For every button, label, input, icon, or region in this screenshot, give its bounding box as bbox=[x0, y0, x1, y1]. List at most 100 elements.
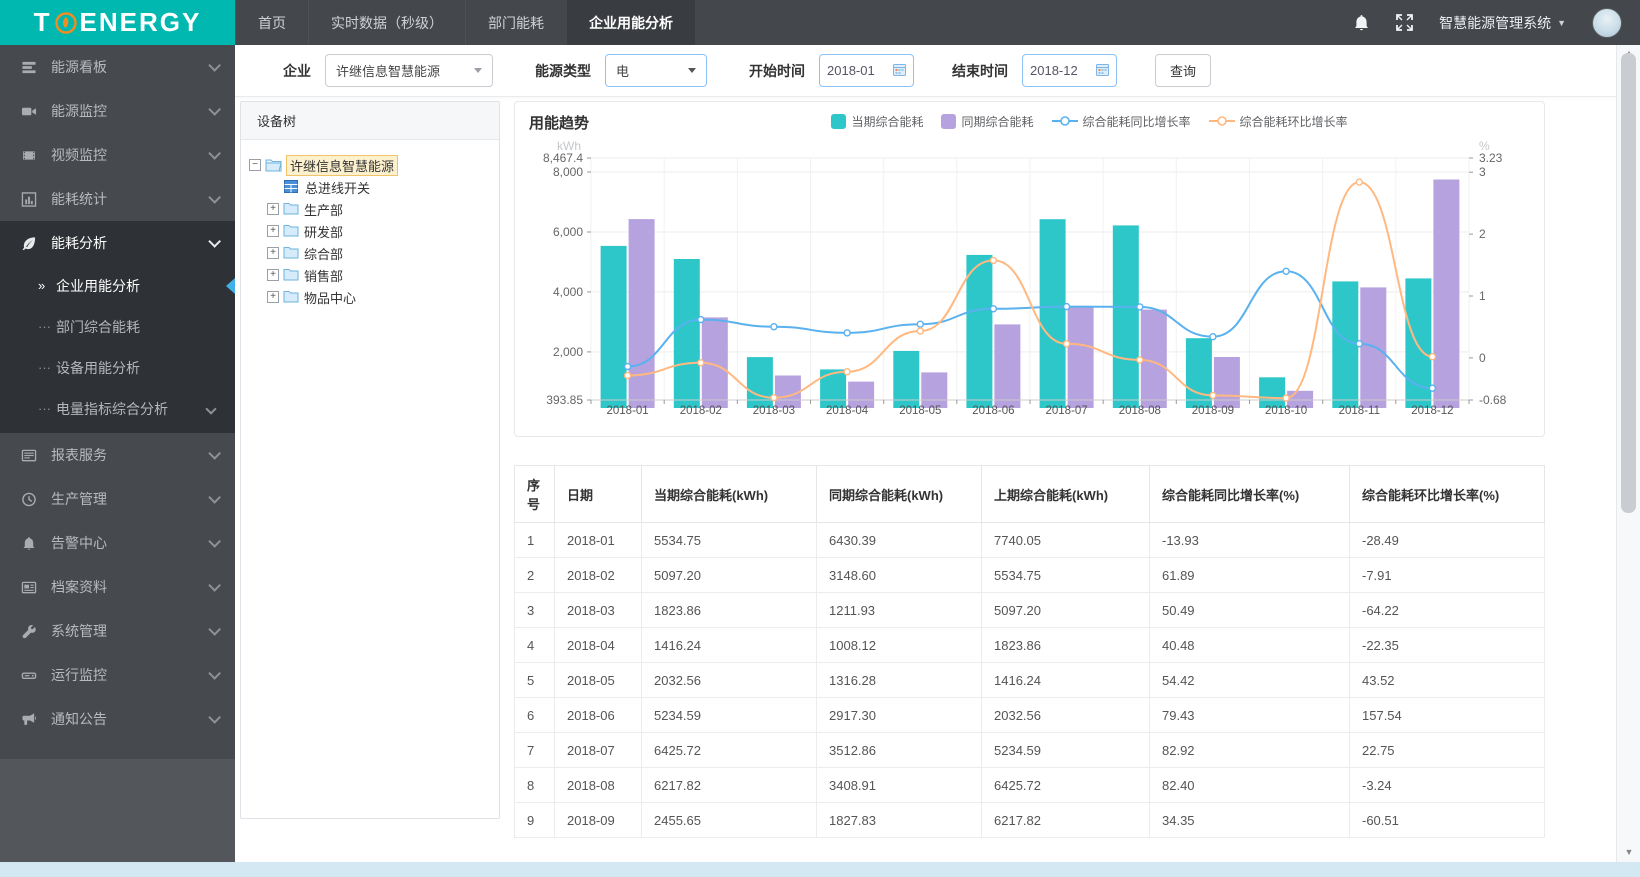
legend-item[interactable]: 综合能耗同比增长率 bbox=[1051, 113, 1191, 130]
sidebar-item[interactable]: 生产管理 bbox=[0, 477, 235, 521]
table-row[interactable]: 5 2018-05 2032.56 1316.28 1416.24 54.42 43.52 bbox=[514, 662, 1545, 698]
nav-item[interactable]: 实时数据（秒级） bbox=[308, 0, 465, 45]
svg-text:2018-10: 2018-10 bbox=[1265, 405, 1307, 417]
system-title-menu[interactable]: 智慧能源管理系统 ▼ bbox=[1439, 14, 1566, 31]
sidebar-item[interactable]: 能耗统计 bbox=[0, 177, 235, 221]
table-row[interactable]: 2 2018-02 5097.20 3148.60 5534.75 61.89 -7.91 bbox=[514, 557, 1545, 593]
company-select[interactable]: 许继信息智慧能源 bbox=[325, 54, 493, 87]
sidebar-item[interactable]: 能耗分析 bbox=[0, 221, 235, 265]
start-time-input[interactable]: 2018-01 bbox=[819, 54, 914, 87]
tree-node-root[interactable]: − 许继信息智慧能源 bbox=[249, 154, 491, 176]
sidebar-subitem-label: 设备用能分析 bbox=[56, 359, 140, 376]
collapse-icon[interactable]: − bbox=[249, 159, 261, 171]
sidebar-item[interactable]: 能源看板 bbox=[0, 45, 235, 89]
legend-line-marker bbox=[1051, 116, 1078, 126]
legend-label: 当期综合能耗 bbox=[851, 114, 924, 129]
tree-node-folder[interactable]: + 研发部 bbox=[267, 220, 491, 242]
legend-item[interactable]: 当期综合能耗 bbox=[831, 113, 923, 130]
table-cell: 6217.82 bbox=[641, 767, 817, 803]
tree-node-folder[interactable]: + 物品中心 bbox=[267, 286, 491, 308]
table-row[interactable]: 3 2018-03 1823.86 1211.93 5097.20 50.49 -64.22 bbox=[514, 592, 1545, 628]
sidebar-item[interactable]: 档案资料 bbox=[0, 565, 235, 609]
sidebar-subitem[interactable]: ··· 电量指标综合分析 bbox=[0, 388, 235, 429]
filter-bar: 企业 许继信息智慧能源 能源类型 电 开始时间 2018-01 结束时间 201… bbox=[235, 45, 1616, 97]
legend-label: 综合能耗同比增长率 bbox=[1082, 114, 1191, 129]
sidebar-subitem-label: 部门综合能耗 bbox=[56, 318, 140, 335]
tree-node-label[interactable]: 总进线开关 bbox=[305, 180, 371, 196]
tree-node-label[interactable]: 许继信息智慧能源 bbox=[286, 154, 399, 176]
bar-chart-icon bbox=[20, 191, 38, 207]
nav-item[interactable]: 部门能耗 bbox=[465, 0, 566, 45]
tree-node-folder[interactable]: + 综合部 bbox=[267, 242, 491, 264]
table-row[interactable]: 7 2018-07 6425.72 3512.86 5234.59 82.92 22.75 bbox=[514, 732, 1545, 768]
tree-node-label[interactable]: 综合部 bbox=[304, 246, 344, 262]
user-avatar[interactable] bbox=[1592, 7, 1622, 38]
fullscreen-icon[interactable] bbox=[1396, 14, 1413, 31]
table-row[interactable]: 1 2018-01 5534.75 6430.39 7740.05 -13.93 -28.4… bbox=[514, 522, 1545, 558]
table-row[interactable]: 4 2018-04 1416.24 1008.12 1823.86 40.48 -22.35 bbox=[514, 627, 1545, 663]
device-tree: − 许继信息智慧能源 总进线开关 + 生产部 + 研发部 + 综合部 + 销售部 + 物品中心 bbox=[241, 140, 499, 322]
energy-type-select[interactable]: 电 bbox=[605, 54, 707, 87]
tree-node-folder[interactable]: + 销售部 bbox=[267, 264, 491, 286]
tree-node-label[interactable]: 物品中心 bbox=[304, 290, 357, 306]
expand-icon[interactable]: + bbox=[267, 291, 279, 303]
calendar-icon bbox=[1096, 63, 1109, 79]
sidebar-item[interactable]: 运行监控 bbox=[0, 653, 235, 697]
table-cell: 2018-05 bbox=[554, 662, 642, 698]
sidebar-subitem[interactable]: » 企业用能分析 bbox=[0, 265, 235, 306]
table-cell: 3408.91 bbox=[816, 767, 982, 803]
sidebar-item[interactable]: 告警中心 bbox=[0, 521, 235, 565]
table-row[interactable]: 6 2018-06 5234.59 2917.30 2032.56 79.43 157.54 bbox=[514, 697, 1545, 733]
table-cell: 2032.56 bbox=[981, 697, 1150, 733]
sidebar-subitem[interactable]: ··· 部门综合能耗 bbox=[0, 306, 235, 347]
end-time-input[interactable]: 2018-12 bbox=[1022, 54, 1117, 87]
folder-icon bbox=[283, 224, 300, 238]
table-column-header: 综合能耗环比增长率(%) bbox=[1349, 465, 1545, 523]
sidebar-subitem-label: 企业用能分析 bbox=[56, 277, 140, 294]
table-cell: 5234.59 bbox=[641, 697, 817, 733]
expand-icon[interactable]: + bbox=[267, 247, 279, 259]
app-logo[interactable]: T ENERGY bbox=[0, 0, 235, 45]
table-cell: 2 bbox=[514, 557, 555, 593]
tree-node-label[interactable]: 销售部 bbox=[304, 268, 344, 284]
end-time-label: 结束时间 bbox=[952, 62, 1008, 79]
sidebar-item[interactable]: 能源监控 bbox=[0, 89, 235, 133]
query-button[interactable]: 查询 bbox=[1155, 54, 1212, 87]
scrollbar-thumb[interactable] bbox=[1621, 53, 1636, 513]
scroll-down-icon[interactable]: ▼ bbox=[1624, 847, 1634, 857]
expand-icon[interactable]: + bbox=[267, 269, 279, 281]
table-cell: 5097.20 bbox=[641, 557, 817, 593]
sidebar-subitem[interactable]: ··· 设备用能分析 bbox=[0, 347, 235, 388]
tree-node-label[interactable]: 研发部 bbox=[304, 224, 344, 240]
sidebar-item[interactable]: 通知公告 bbox=[0, 697, 235, 741]
notification-bell-icon[interactable] bbox=[1353, 14, 1370, 32]
selected-marker bbox=[226, 277, 235, 294]
table-cell: -22.35 bbox=[1349, 627, 1545, 663]
tree-node-folder[interactable]: + 生产部 bbox=[267, 198, 491, 220]
chart-legend: 当期综合能耗 同期综合能耗 综合能耗同比增长率 综合能耗环比增长率 bbox=[831, 113, 1348, 130]
tree-node-label[interactable]: 生产部 bbox=[304, 202, 344, 218]
sidebar-item[interactable]: 视频监控 bbox=[0, 133, 235, 177]
horizontal-scrollbar[interactable] bbox=[0, 862, 1640, 877]
expand-icon[interactable]: + bbox=[267, 203, 279, 215]
table-cell: 1823.86 bbox=[981, 627, 1150, 663]
sidebar: 能源看板 能源监控 视频监控 能耗统计 能耗分析 » 企业用能分析 ··· 部门综合能耗 ··· 设… bbox=[0, 45, 235, 877]
chevron-down-icon bbox=[208, 146, 221, 160]
sidebar-item[interactable]: 系统管理 bbox=[0, 609, 235, 653]
table-row[interactable]: 9 2018-09 2455.65 1827.83 6217.82 34.35 -60.51 bbox=[514, 802, 1545, 838]
legend-item[interactable]: 同期综合能耗 bbox=[941, 113, 1034, 130]
sidebar-item[interactable]: 报表服务 bbox=[0, 433, 235, 477]
nav-item[interactable]: 首页 bbox=[235, 0, 308, 45]
dashboard-icon bbox=[20, 59, 38, 75]
svg-text:8,000: 8,000 bbox=[553, 165, 583, 179]
tree-node-meter[interactable]: 总进线开关 bbox=[267, 176, 491, 198]
expand-icon[interactable]: + bbox=[267, 225, 279, 237]
chevron-down-icon bbox=[208, 578, 221, 592]
table-cell: 8 bbox=[514, 767, 555, 803]
legend-label: 同期综合能耗 bbox=[961, 114, 1034, 129]
vertical-scrollbar[interactable]: ▲ ▼ bbox=[1616, 45, 1640, 862]
legend-item[interactable]: 综合能耗环比增长率 bbox=[1208, 113, 1348, 130]
nav-item[interactable]: 企业用能分析 bbox=[566, 0, 695, 45]
table-cell: -7.91 bbox=[1349, 557, 1545, 593]
table-row[interactable]: 8 2018-08 6217.82 3408.91 6425.72 82.40 -3.24 bbox=[514, 767, 1545, 803]
